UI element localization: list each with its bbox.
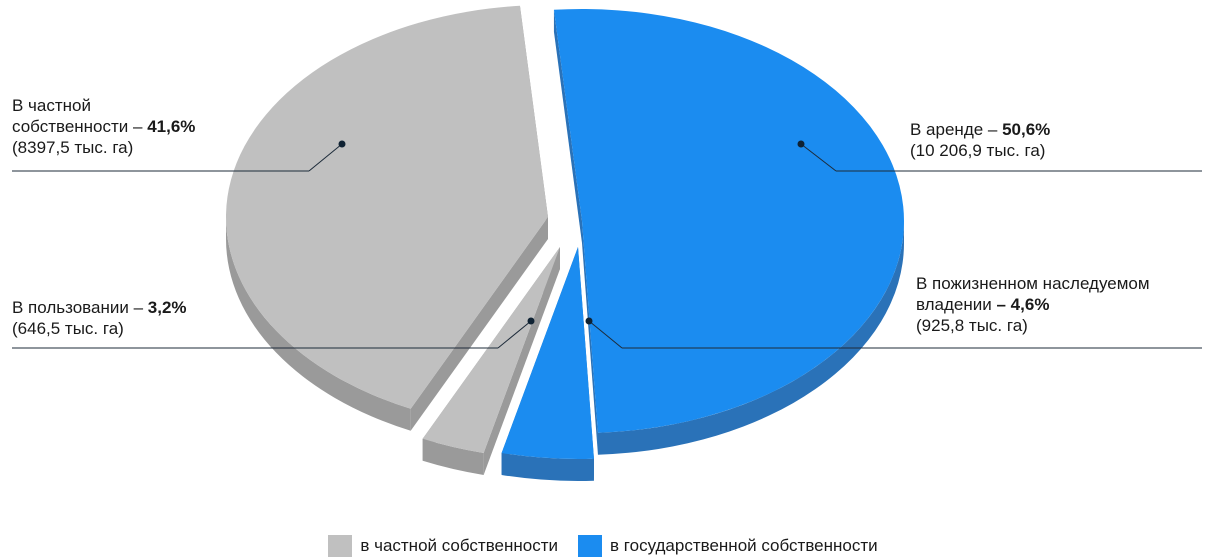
pie-slices bbox=[225, 5, 904, 481]
label-use-text: В пользовании – bbox=[12, 298, 148, 317]
label-private-pct: 41,6% bbox=[147, 117, 196, 136]
label-use: В пользовании – 3,2% (646,5 тыс. га) bbox=[12, 297, 187, 339]
leader-dot-lease bbox=[797, 140, 805, 148]
legend-item-state: в государственной собственности bbox=[578, 535, 878, 557]
slice-inherit bbox=[501, 247, 594, 459]
legend-label-state: в государственной собственности bbox=[610, 536, 878, 555]
label-inherit-text2: владении bbox=[916, 295, 992, 314]
label-lease-area: (10 206,9 тыс. га) bbox=[910, 141, 1046, 160]
label-lease-pct: 50,6% bbox=[1002, 120, 1051, 139]
label-private-area: (8397,5 тыс. га) bbox=[12, 138, 134, 157]
slice-use bbox=[422, 247, 560, 453]
label-use-pct: 3,2% bbox=[147, 298, 187, 317]
slice-side-inherit bbox=[501, 452, 594, 481]
label-inherit-pct: – 4,6% bbox=[991, 295, 1050, 314]
legend: в частной собственности в государственно… bbox=[0, 535, 1206, 557]
label-lease-text: В аренде – bbox=[910, 120, 1003, 139]
label-inherit-text: В пожизненном наследуемом bbox=[916, 274, 1150, 293]
label-lease: В аренде – 50,6% (10 206,9 тыс. га) bbox=[910, 119, 1050, 161]
slice-cut-lease-0 bbox=[553, 9, 582, 244]
leader-dot-use bbox=[527, 317, 535, 325]
leader-line-lease-diag bbox=[800, 143, 837, 172]
slice-private bbox=[226, 5, 548, 409]
leader-dot-inherit bbox=[585, 317, 593, 325]
pie-chart bbox=[12, 5, 1202, 481]
label-inherit-area: (925,8 тыс. га) bbox=[916, 316, 1028, 335]
legend-label-private: в частной собственности bbox=[360, 536, 559, 555]
slice-side-use bbox=[422, 438, 484, 475]
legend-swatch-state bbox=[578, 535, 603, 557]
label-private: В частной собственности – 41,6% (8397,5 … bbox=[12, 95, 195, 158]
slice-side-lease bbox=[597, 221, 904, 455]
slice-cut-lease-1 bbox=[582, 221, 598, 455]
label-use-area: (646,5 тыс. га) bbox=[12, 319, 124, 338]
leader-line-inherit-diag bbox=[588, 320, 623, 349]
slice-lease bbox=[553, 9, 904, 433]
leader-dot-private bbox=[338, 140, 346, 148]
legend-item-private: в частной собственности bbox=[328, 535, 558, 557]
leader-line-use-diag bbox=[497, 320, 532, 349]
slice-cut-use-0 bbox=[483, 247, 560, 475]
leader-lines bbox=[12, 140, 1202, 349]
label-inherit: В пожизненном наследуемом владении – 4,6… bbox=[916, 273, 1150, 336]
leader-line-private-diag bbox=[308, 143, 343, 172]
slice-side-private bbox=[225, 217, 411, 431]
label-private-text2: собственности – bbox=[12, 117, 148, 136]
legend-swatch-private bbox=[328, 535, 353, 557]
label-private-text: В частной bbox=[12, 96, 91, 115]
slice-cut-private-0 bbox=[410, 217, 548, 431]
